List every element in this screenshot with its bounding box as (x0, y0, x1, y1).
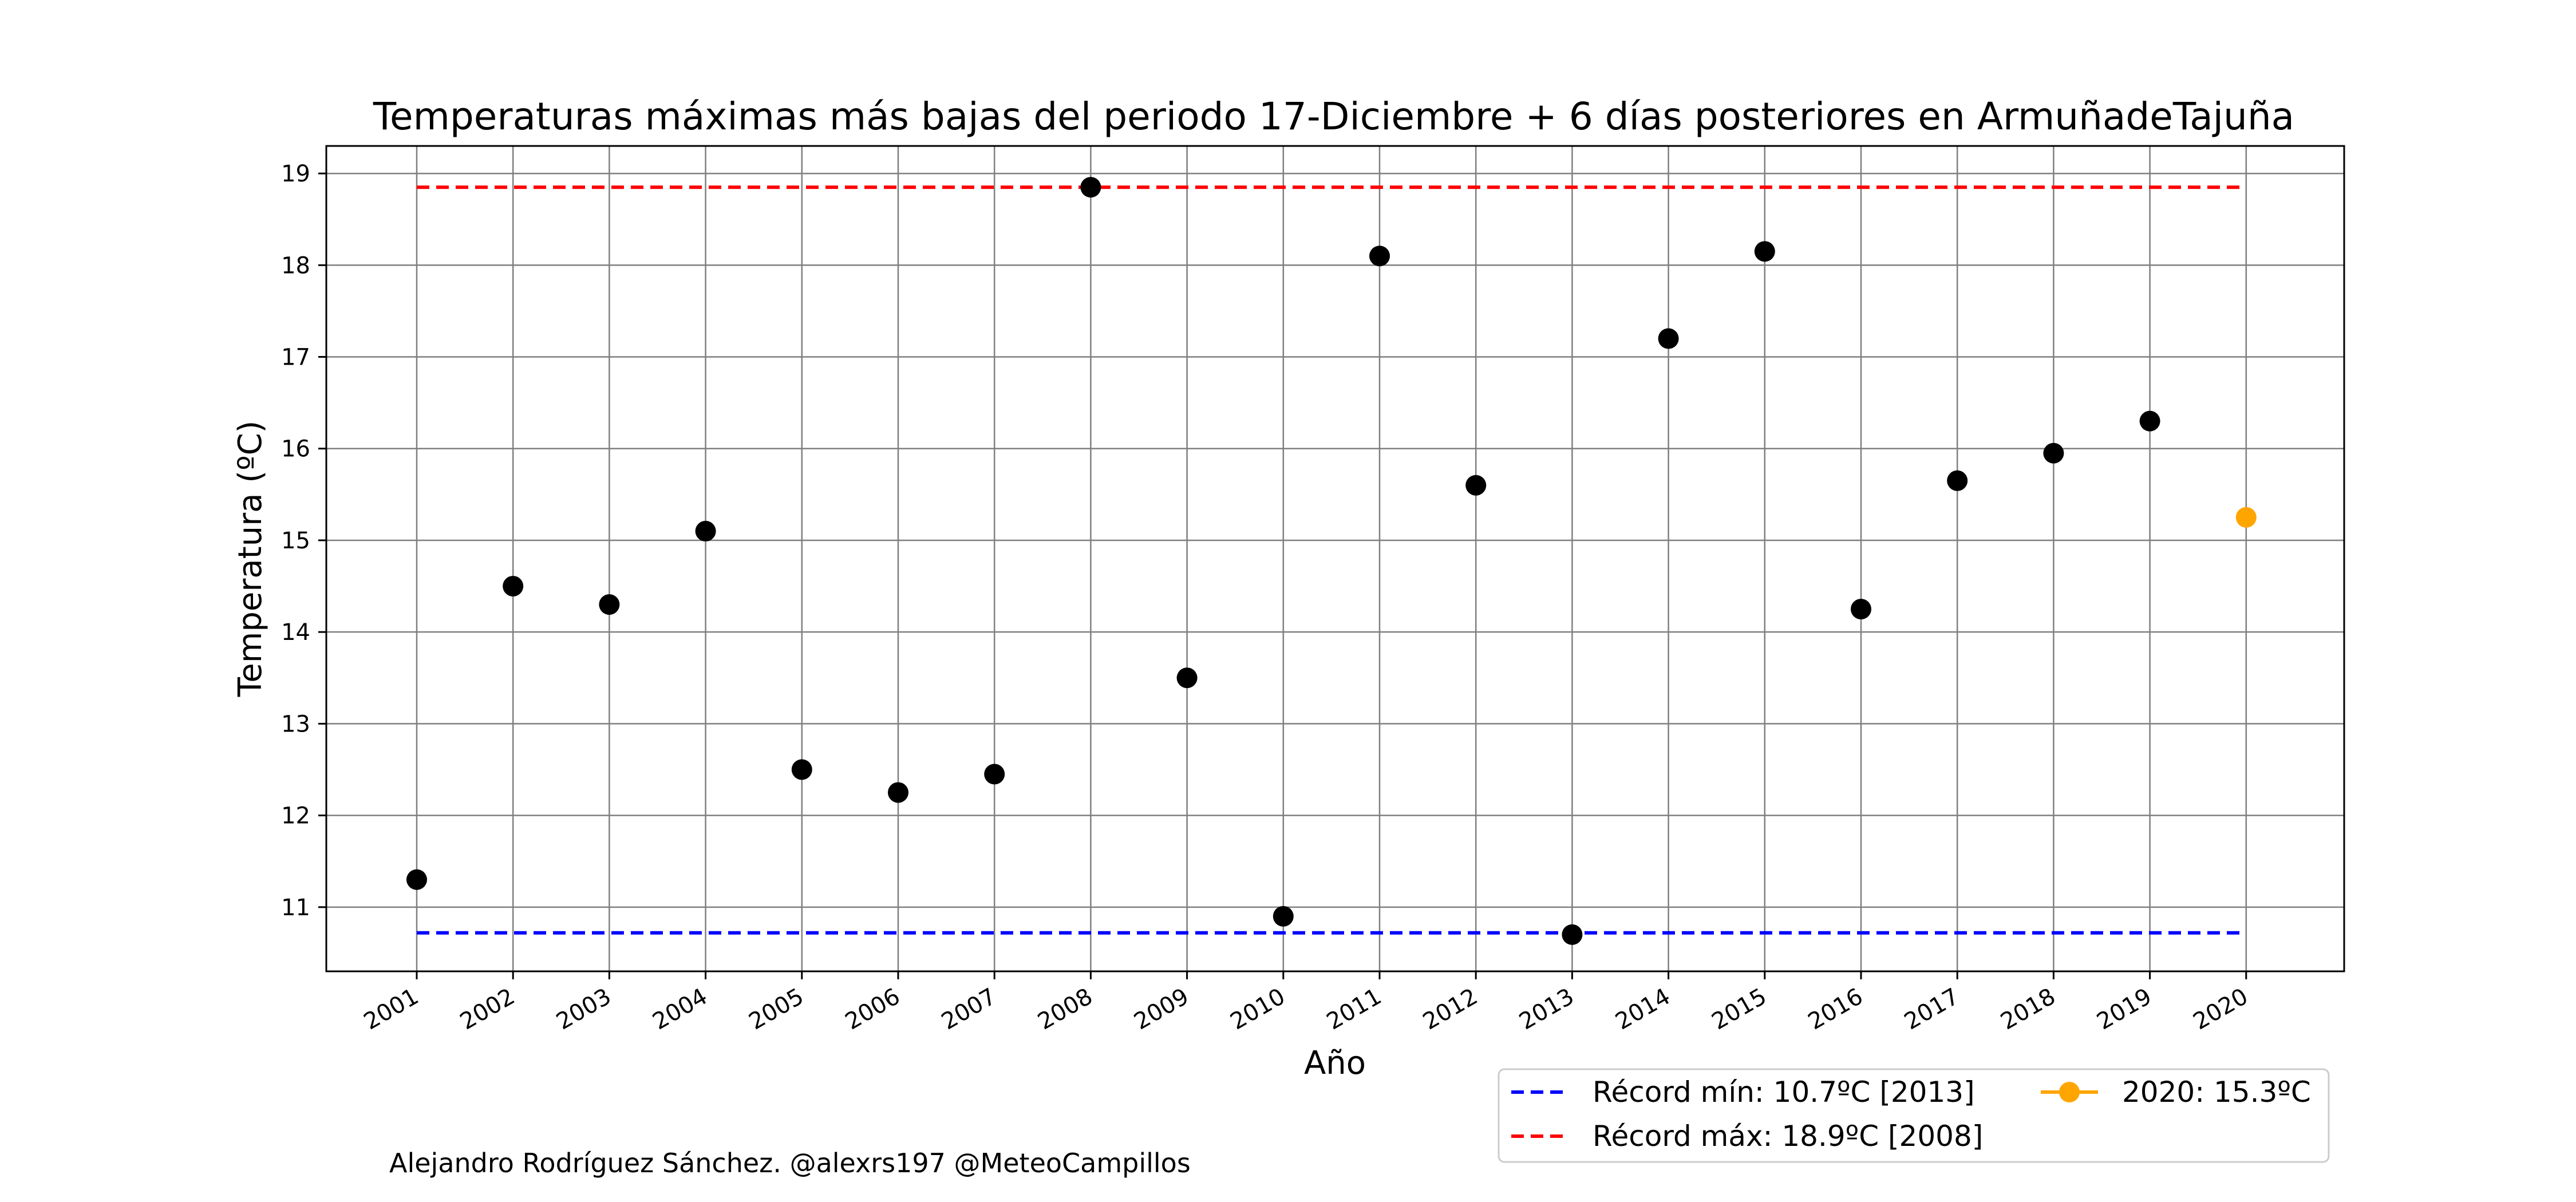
data-point-2005 (791, 759, 812, 780)
y-tick-label-16: 16 (281, 436, 310, 462)
x-tick-label-2019: 2019 (2092, 983, 2156, 1035)
data-point-2003 (599, 594, 620, 615)
legend-label-record-max: Récord máx: 18.9ºC [2008] (1593, 1120, 1983, 1153)
x-tick-label-2012: 2012 (1419, 983, 1482, 1035)
x-tick-label-2010: 2010 (1226, 983, 1290, 1035)
x-axis-ticks: 2001 2002 2003 2004 2005 2006 2007 2008 2009 2010… (359, 971, 2253, 1035)
data-point-2004 (695, 520, 716, 541)
x-tick-label-2001: 2001 (359, 983, 423, 1035)
x-tick-label-2011: 2011 (1322, 983, 1386, 1035)
x-tick-label-2014: 2014 (1611, 983, 1674, 1035)
data-point-2008 (1080, 177, 1101, 198)
x-tick-label-2007: 2007 (937, 983, 1001, 1035)
data-point-2013 (1562, 924, 1583, 945)
x-tick-label-2002: 2002 (456, 983, 519, 1035)
x-tick-label-2005: 2005 (745, 983, 808, 1035)
x-tick-label-2020: 2020 (2189, 983, 2253, 1035)
data-point-2020 (2235, 507, 2257, 528)
x-tick-label-2018: 2018 (1996, 983, 2060, 1035)
x-tick-label-2013: 2013 (1515, 983, 1578, 1035)
data-point-2015 (1754, 241, 1775, 262)
reference-lines (417, 185, 2246, 935)
y-tick-label-12: 12 (281, 803, 310, 829)
y-tick-label-15: 15 (281, 528, 310, 554)
data-point-2014 (1658, 328, 1679, 349)
legend-label-record-min: Récord mín: 10.7ºC [2013] (1593, 1076, 1975, 1109)
plot-frame (325, 145, 2345, 972)
data-point-2016 (1851, 599, 1871, 620)
data-point-2010 (1273, 906, 1294, 927)
credit-text: Alejandro Rodríguez Sánchez. @alexrs197 … (389, 1148, 1191, 1179)
x-tick-label-2003: 2003 (552, 983, 615, 1035)
x-tick-label-2008: 2008 (1033, 983, 1097, 1035)
chart-title: Temperaturas máximas más bajas del perio… (373, 94, 2294, 139)
data-point-2002 (503, 576, 524, 597)
x-tick-label-2017: 2017 (1900, 983, 1963, 1035)
data-point-2007 (984, 764, 1005, 785)
grid-lines (326, 146, 2344, 971)
x-tick-label-2015: 2015 (1708, 983, 1771, 1035)
y-axis-label: Temperatura (ºC) (232, 421, 269, 698)
y-tick-label-19: 19 (281, 161, 310, 187)
x-tick-label-2004: 2004 (648, 983, 712, 1035)
x-axis-label: Año (1304, 1045, 1366, 1082)
x-tick-label-2009: 2009 (1129, 983, 1193, 1035)
data-point-2019 (2139, 410, 2160, 432)
y-tick-label-11: 11 (281, 895, 310, 921)
y-tick-label-18: 18 (281, 252, 310, 279)
data-points (406, 177, 2257, 945)
data-point-2018 (2043, 442, 2064, 464)
y-axis-ticks: 11 12 13 14 15 16 17 18 19 (281, 161, 326, 921)
legend-label-2020: 2020: 15.3ºC (2122, 1076, 2311, 1109)
data-point-2012 (1465, 475, 1487, 496)
y-tick-label-13: 13 (281, 711, 310, 737)
x-tick-label-2016: 2016 (1804, 983, 1867, 1035)
data-point-2017 (1947, 470, 1968, 491)
legend-box (1498, 1068, 2330, 1163)
y-tick-label-14: 14 (281, 619, 310, 646)
legend: Récord mín: 10.7ºC [2013] Récord máx: 18… (1498, 1068, 2330, 1163)
data-point-2011 (1369, 246, 1390, 267)
x-tick-label-2006: 2006 (841, 983, 904, 1035)
data-point-2009 (1176, 667, 1198, 689)
y-tick-label-17: 17 (281, 345, 310, 371)
data-point-2006 (888, 782, 908, 803)
data-point-2001 (406, 869, 427, 890)
legend-swatch-2020-marker (2059, 1082, 2080, 1102)
